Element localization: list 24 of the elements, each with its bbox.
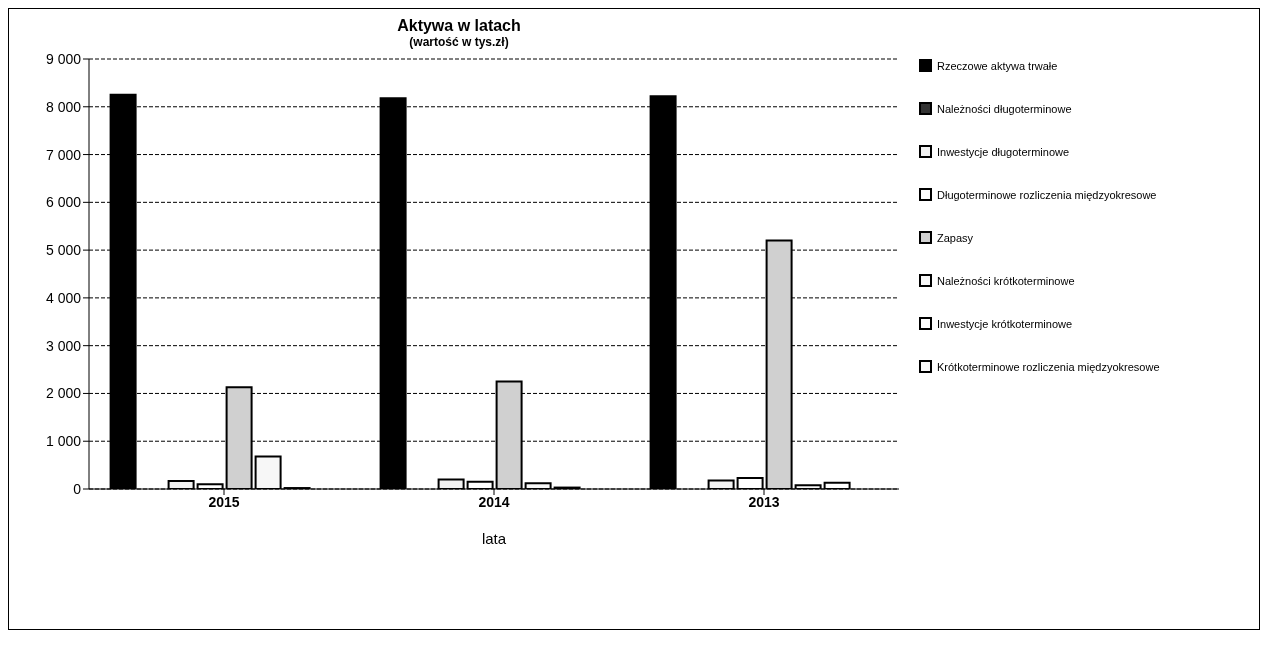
y-tick-label: 5 000	[45, 242, 82, 259]
x-tick-label: 2013	[748, 493, 780, 510]
legend-label: Należności krótkoterminowe	[937, 274, 1075, 287]
x-tick-label: 2015	[208, 493, 240, 510]
x-axis-title: lata	[481, 530, 507, 547]
y-tick-label: 4 000	[45, 289, 82, 306]
chart-subtitle: (wartość w tys.zł)	[408, 35, 510, 49]
y-tick-label: 9 000	[45, 50, 82, 67]
y-tick-label: 6 000	[45, 194, 82, 211]
y-tick-label: 0	[73, 480, 82, 497]
chart-title: Aktywa w latach	[396, 17, 522, 35]
y-tick-label: 1 000	[45, 433, 82, 450]
y-tick-label: 2 000	[45, 385, 82, 402]
y-tick-label: 3 000	[45, 337, 82, 354]
x-tick-label: 2014	[478, 493, 510, 510]
legend-label: Należności długoterminowe	[937, 102, 1072, 115]
legend-label: Inwestycje krótkoterminowe	[937, 317, 1073, 330]
legend-label: Inwestycje długoterminowe	[937, 145, 1070, 158]
y-tick-label: 7 000	[45, 146, 82, 163]
legend-label: Długoterminowe rozliczenia międzyokresowe	[937, 188, 1157, 201]
legend-label: Rzeczowe aktywa trwałe	[937, 59, 1058, 72]
y-tick-label: 8 000	[45, 98, 82, 115]
legend-label: Krótkoterminowe rozliczenia międzyokresowe	[937, 360, 1160, 373]
legend-label: Zapasy	[937, 231, 974, 244]
